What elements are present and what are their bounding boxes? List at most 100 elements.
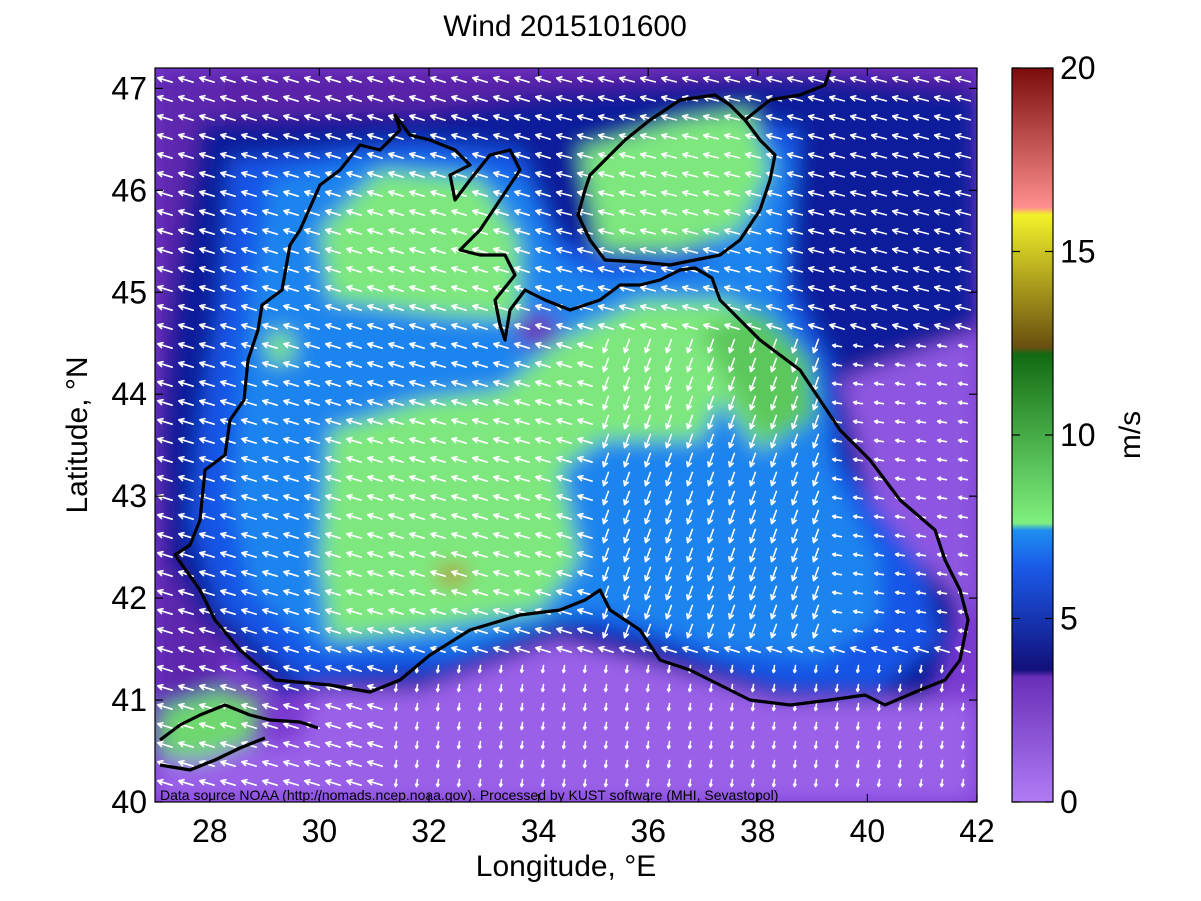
wind-arrow [199, 740, 215, 748]
wind-arrow [644, 509, 652, 525]
wind-arrow [283, 626, 299, 634]
wind-arrow [241, 284, 257, 292]
wind-arrow [912, 304, 930, 311]
wind-arrow [540, 664, 545, 674]
wind-arrow [241, 607, 257, 615]
wind-arrow [535, 94, 551, 102]
wind-arrow [687, 721, 692, 731]
wind-arrow [409, 75, 425, 83]
wind-arrow [577, 607, 593, 615]
wind-arrow [598, 322, 614, 330]
wind-arrow [430, 531, 446, 539]
wind-arrow [750, 721, 755, 731]
wind-arrow [812, 471, 820, 487]
wind-arrow [493, 379, 509, 387]
wind-arrow [304, 607, 320, 615]
wind-arrow [241, 227, 257, 235]
wind-arrow [409, 360, 425, 368]
wind-arrow [791, 433, 799, 449]
wind-arrow [388, 436, 404, 444]
wind-arrow [639, 76, 657, 83]
wind-arrow [540, 721, 545, 731]
wind-arrow [770, 547, 778, 563]
wind-arrow [199, 75, 215, 83]
wind-arrow [665, 433, 673, 449]
wind-arrow [686, 566, 694, 582]
wind-arrow [876, 664, 881, 674]
wind-arrow [388, 227, 404, 235]
wind-arrow [912, 209, 930, 216]
wind-arrow [960, 702, 965, 712]
wind-arrow [262, 246, 278, 254]
wind-arrow [618, 228, 636, 235]
wind-arrow [241, 265, 257, 273]
wind-arrow [812, 452, 820, 468]
wind-arrow [707, 547, 715, 563]
wind-arrow [744, 152, 762, 159]
wind-arrow [665, 357, 673, 373]
wind-arrow [852, 514, 864, 519]
wind-arrow [304, 341, 320, 349]
wind-arrow [855, 683, 860, 693]
wind-arrow [262, 607, 278, 615]
wind-arrow [749, 338, 757, 354]
wind-arrow [409, 113, 425, 121]
wind-arrow [682, 322, 698, 330]
wind-arrow [435, 778, 440, 788]
wind-arrow [603, 759, 608, 769]
wind-arrow [555, 209, 573, 216]
wind-arrow [535, 322, 551, 330]
wind-arrow [409, 626, 425, 634]
wind-arrow [472, 113, 488, 121]
wind-arrow [791, 528, 799, 544]
wind-arrow [388, 284, 404, 292]
x-tick-label: 42 [959, 813, 995, 849]
wind-arrow [852, 381, 864, 386]
wind-arrow [346, 474, 362, 482]
wind-arrow [770, 414, 778, 430]
wind-arrow [624, 721, 629, 731]
wind-arrow [665, 414, 673, 430]
wind-arrow [639, 133, 657, 140]
wind-arrow [262, 759, 278, 767]
wind-arrow [472, 303, 488, 311]
wind-arrow [808, 322, 824, 330]
wind-arrow [936, 609, 948, 614]
wind-arrow [624, 740, 629, 750]
wind-arrow [602, 566, 610, 582]
colorbar-ticks: 0 5 10 15 20 [1012, 50, 1096, 820]
wind-arrow [933, 304, 951, 311]
wind-arrow [262, 626, 278, 634]
wind-arrow [876, 740, 881, 750]
wind-arrow [262, 645, 278, 653]
wind-arrow [220, 246, 236, 254]
wind-arrow [346, 379, 362, 387]
wind-arrow [960, 759, 965, 769]
wind-arrow [957, 362, 969, 367]
wind-arrow [576, 152, 594, 159]
wind-arrow [897, 759, 902, 769]
wind-arrow [912, 228, 930, 235]
wind-arrow [304, 284, 320, 292]
wind-arrow [325, 512, 341, 520]
wind-arrow [744, 95, 762, 102]
wind-arrow [241, 303, 257, 311]
wind-arrow [346, 246, 362, 254]
wind-arrow [891, 152, 909, 159]
wind-arrow [707, 490, 715, 506]
wind-arrow [728, 585, 736, 601]
wind-arrow [262, 227, 278, 235]
wind-arrow [933, 247, 951, 254]
wind-arrow [576, 114, 594, 121]
wind-arrow [346, 113, 362, 121]
wind-arrow [894, 590, 906, 595]
wind-arrow [430, 113, 446, 121]
wind-arrow [577, 455, 593, 463]
wind-arrow [456, 683, 461, 693]
wind-arrow [686, 623, 694, 639]
wind-arrow [915, 628, 927, 633]
wind-arrow [687, 683, 692, 693]
wind-arrow [828, 95, 846, 102]
wind-arrow [346, 208, 362, 216]
wind-arrow [849, 95, 867, 102]
